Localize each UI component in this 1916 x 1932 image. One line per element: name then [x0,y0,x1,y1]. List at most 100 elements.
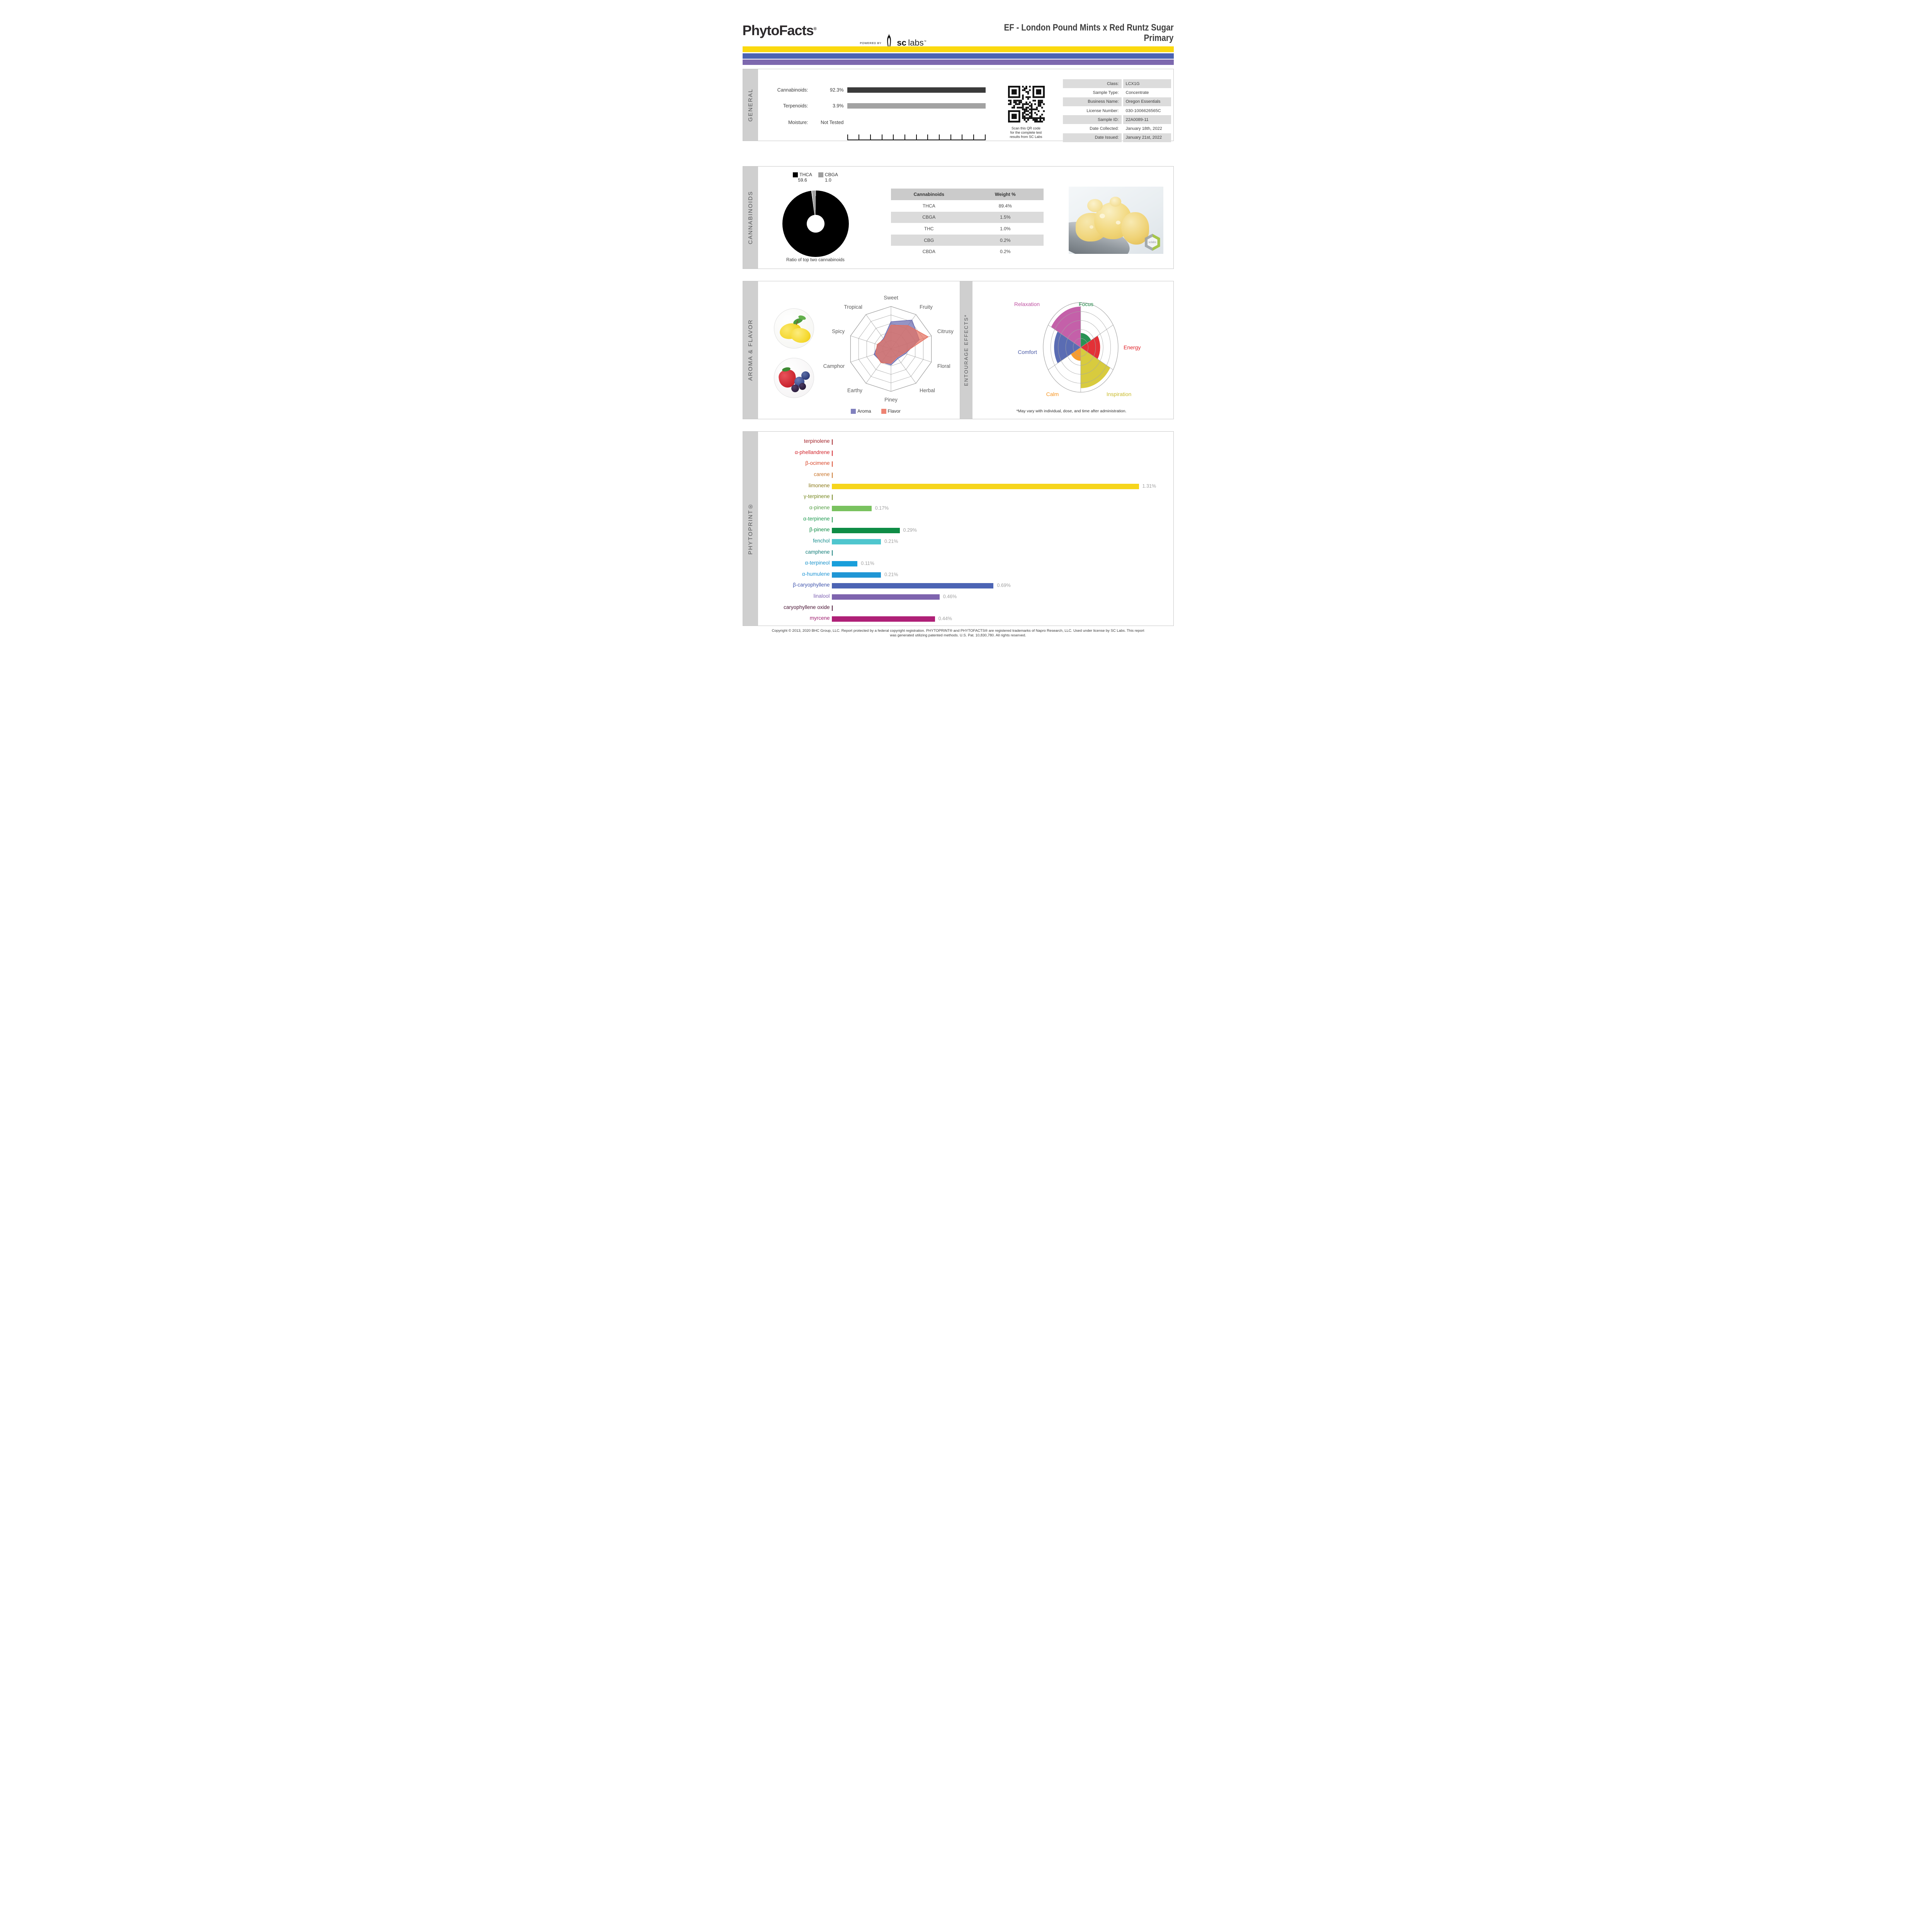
qr-caption-line3: results from SC Labs [1010,134,1042,139]
terpene-zero-tick [831,605,833,611]
qr-caption: Scan this QR code for the complete test … [996,126,1056,139]
qr-caption-line1: Scan this QR code [1011,126,1041,130]
report-page: PhytoFacts® POWERED BY sc labs™ EF - Lon… [718,0,1198,678]
terpene-bar [831,483,1139,489]
cannabinoids-table: Cannabinoids Weight % THCA 89.4% CBGA 1.5% THC… [891,189,1044,257]
terpene-zero-tick [831,472,833,478]
qr-code [1008,86,1045,122]
terpene-zero-tick [831,495,833,500]
terpene-label: myrcene [809,615,830,621]
entourage-spoke [1080,325,1113,348]
accent-bar-blue [742,53,1174,59]
sample-info-table: Class: LCX1G Sample Type: Concentrate Busine… [1063,79,1171,143]
ruler-tick [847,134,848,140]
cannabinoids-table-header-cell: Weight % [995,192,1016,197]
terpene-zero-tick [831,450,833,456]
terpene-bar [831,528,900,534]
cannabinoid-ratio-donut [782,190,849,257]
lemon-image [774,308,814,349]
info-label-cell: Sample ID: [1063,115,1122,124]
phytoprint-section-label: PHYTOPRINT® [747,502,754,555]
concentrate-photo: sclabs [1068,187,1163,254]
ruler-tick [938,134,940,140]
cannabinoids-table-cell: THC [924,226,934,231]
terpene-label: limonene [808,482,830,488]
info-row: Date Collected: January 18th, 2022 [1063,124,1171,133]
terpene-label: α-humulene [802,571,830,577]
concentrate-blob [1075,197,1149,245]
donut-caption: Ratio of top two cannabinoids [786,258,845,262]
cannabinoids-summary-value: 92.3% [830,87,844,93]
donut-hole [806,215,825,233]
info-value-cell: 030-1006626565C [1125,108,1161,113]
donut-legend-name: THCA [799,172,812,177]
terpene-label: γ-terpinene [803,493,830,500]
footer-line2: was generated utilizing patented methods… [890,633,1026,638]
entourage-spoke [1080,347,1113,370]
info-value-cell: January 21st, 2022 [1123,133,1171,143]
entourage-effects-chart: Focus Energy Inspiration Calm Comfort Relaxat… [1014,301,1141,397]
terpene-value: 0.69% [997,583,1011,588]
terpene-value: 0.21% [884,571,898,577]
info-label-cell: Date Issued: [1063,133,1122,143]
entourage-label-comfort: Comfort [1018,349,1037,355]
entourage-label-relaxation: Relaxation [1014,301,1039,307]
radar-legend-name: Flavor [887,408,901,414]
phytofacts-logo: PhytoFacts® [742,22,817,39]
cannabinoids-table-cell: CBGA [922,214,936,220]
footer-line1: Copyright © 2013, 2020 BHC Group, LLC. R… [772,629,1144,633]
radar-axis-label: Camphor [823,363,845,369]
sample-title-line2: Primary [1144,33,1174,43]
cannabinoids-table-cell: CBG [924,237,934,243]
brand-registered-mark: ® [813,27,817,31]
terpene-value: 0.44% [938,616,952,622]
entourage-spoke [1048,325,1081,348]
terpene-label: α-terpinene [803,515,830,522]
ruler-tick [984,134,986,140]
info-label-cell: Class: [1063,79,1122,88]
cannabinoids-table-row: THC 1.0% [891,223,1044,235]
radar-series-flavor [875,325,929,364]
terpene-label: β-caryophyllene [792,582,830,588]
moisture-summary-value: Not Tested [820,120,844,125]
sclabs-wordmark: sc labs™ [897,38,926,48]
info-label-cell: Date Collected: [1090,126,1119,131]
radar-legend-item: Flavor [881,408,901,414]
radar-axis-label: Earthy [847,388,862,393]
entourage-footnote: *May vary with individual, dose, and tim… [1016,409,1127,413]
ruler-tick [927,134,928,140]
terpene-zero-tick [831,517,833,522]
terpenoids-summary-label: Terpenoids: [783,103,808,109]
info-value-cell: 22A0089-11 [1123,115,1171,124]
info-value-cell: LCX1G [1123,79,1171,88]
info-label-cell: Business Name: [1063,97,1122,106]
info-value-cell: Oregon Essentials [1123,97,1171,106]
aroma-flavor-section-label: AROMA & FLAVOR [747,319,754,381]
info-row: Class: LCX1G [1063,79,1171,88]
qr-caption-line2: for the complete test [1010,130,1042,134]
terpene-label: caryophyllene oxide [784,604,830,610]
terpene-label: β-pinene [809,527,830,533]
entourage-label-energy: Energy [1124,344,1141,350]
cannabinoids-table-row: CBGA 1.5% [891,211,1044,223]
sample-title: EF - London Pound Mints x Red Runtz Suga… [903,22,1174,43]
entourage-section-label: ENTOURAGE EFFECTS* [963,314,969,386]
ruler-tick [893,134,894,140]
info-row: Sample Type: Concentrate [1063,88,1171,97]
entourage-label-calm: Calm [1046,391,1059,397]
cannabinoids-summary-label: Cannabinoids: [777,87,808,93]
info-row: Sample ID: 22A0089-11 [1063,115,1171,124]
sclabs-bold: sc [897,38,906,48]
cannabinoids-table-cell: 0.2% [1000,249,1011,255]
scale-ruler [847,133,986,140]
terpene-value: 0.46% [943,594,957,600]
cannabinoids-table-cell: CBDA [922,249,935,255]
brand-text: PhytoFacts [742,22,814,38]
radar-legend-swatch [881,408,886,414]
donut-legend-value: 59.6 [798,177,807,183]
cannabinoids-table-cell: 1.5% [1000,214,1011,220]
ruler-tick [973,134,974,140]
radar-legend: Aroma Flavor [826,408,926,414]
donut-legend-name: CBGA [825,172,838,177]
terpene-label: terpinolene [804,438,830,444]
